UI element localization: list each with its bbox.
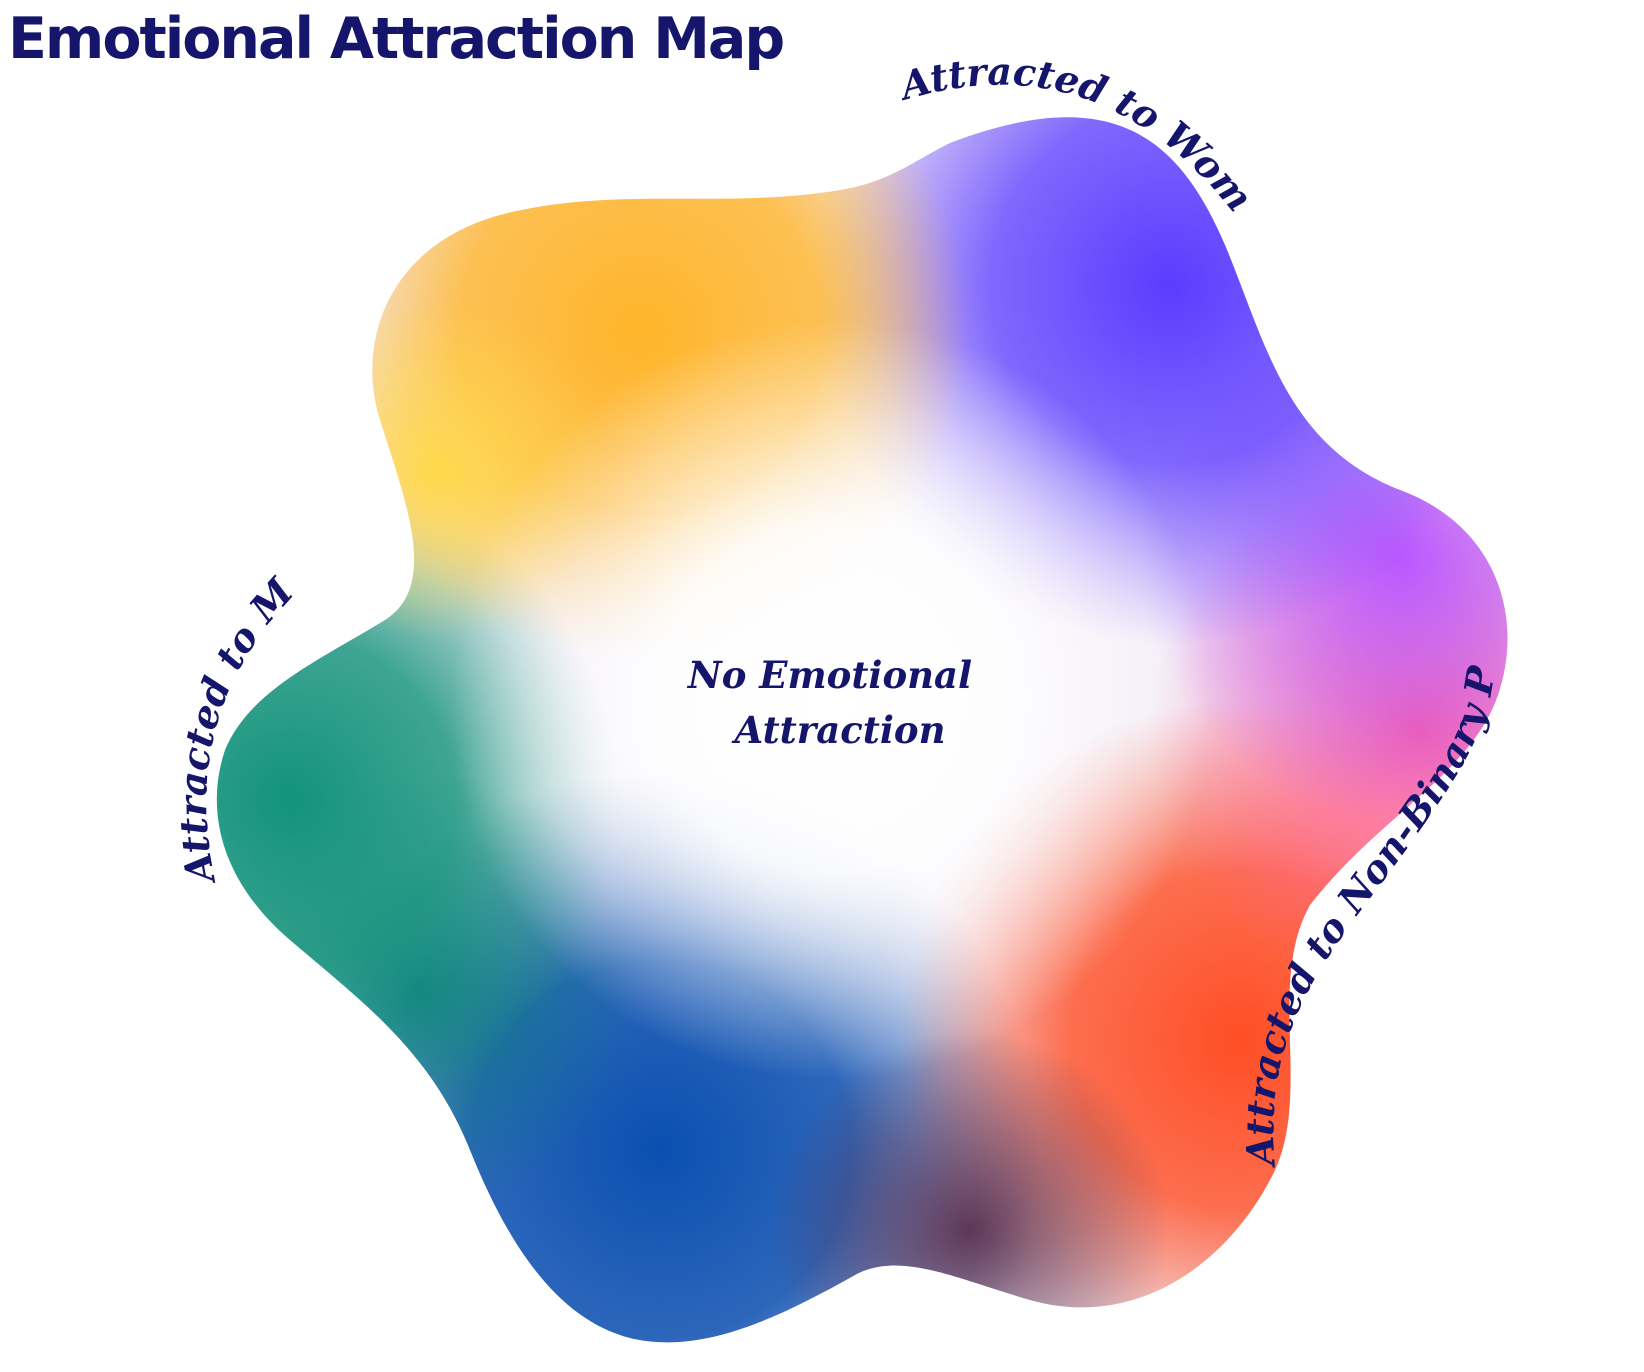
- page-title: Emotional Attraction Map: [8, 6, 785, 72]
- center-label-line1: No Emotional: [687, 653, 972, 697]
- center-label-line2: Attraction: [732, 708, 946, 752]
